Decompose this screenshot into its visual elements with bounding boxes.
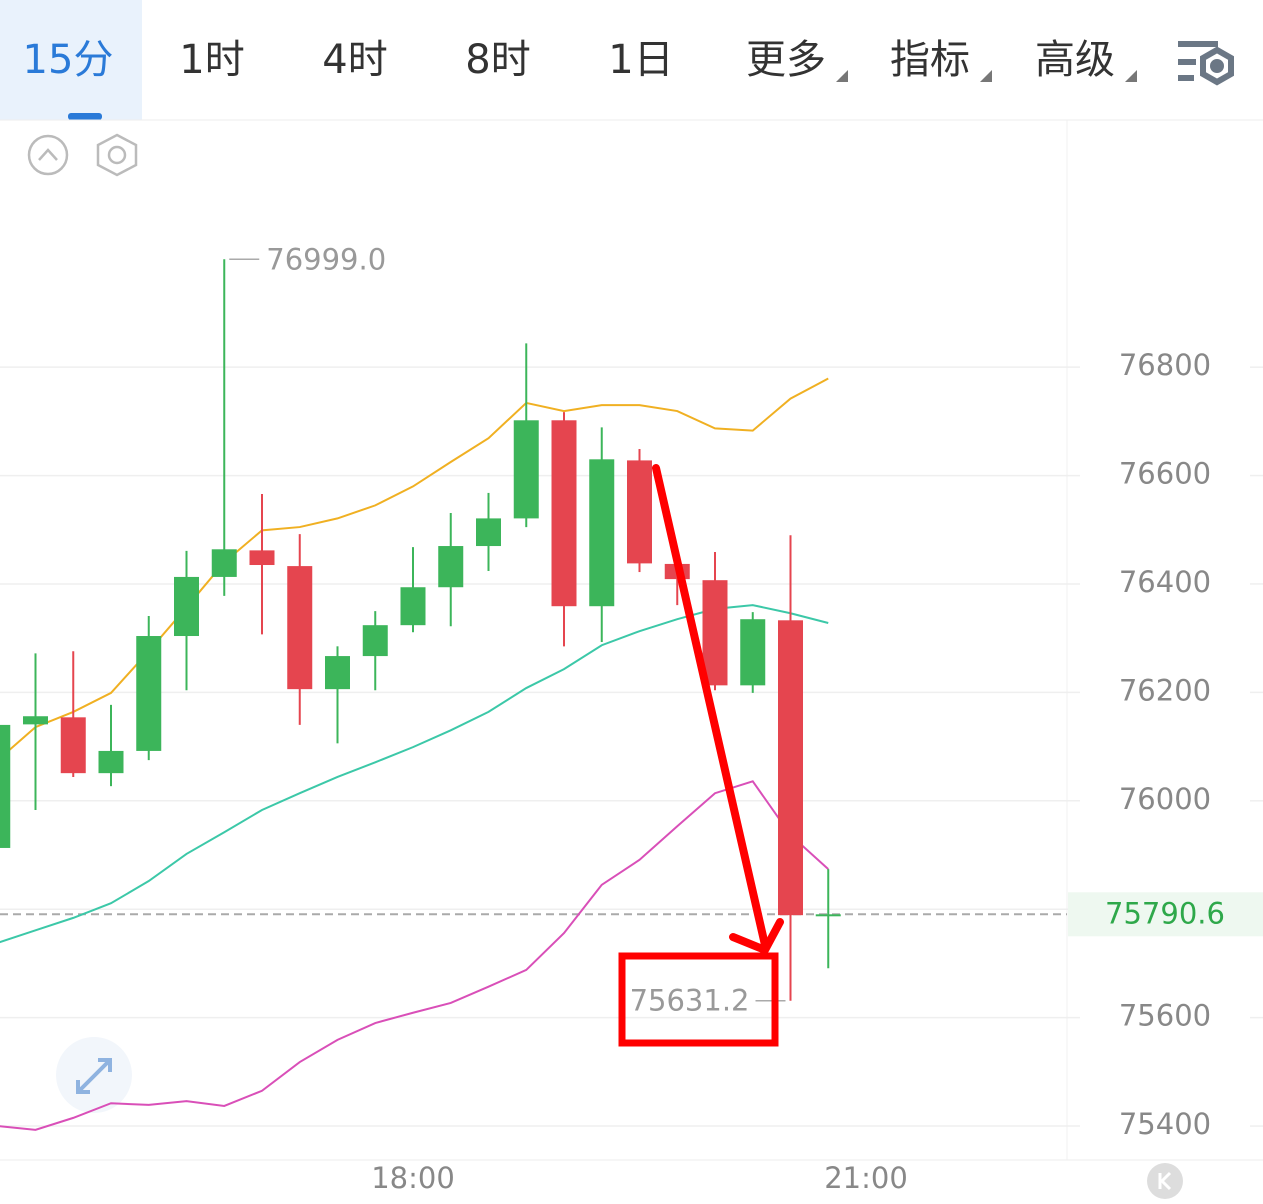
candle-body bbox=[60, 717, 86, 774]
candle-body bbox=[513, 420, 539, 519]
candle-body bbox=[627, 460, 652, 564]
settings-icon[interactable] bbox=[1178, 41, 1234, 86]
high-label: 76999.0 bbox=[266, 242, 386, 276]
tab[interactable]: 更多 bbox=[746, 37, 826, 83]
candle-body bbox=[136, 636, 162, 751]
low-label: 75631.2 bbox=[630, 984, 750, 1018]
last-price-bg bbox=[1068, 892, 1263, 937]
candle-body bbox=[98, 750, 124, 774]
candle-body bbox=[815, 914, 841, 917]
y-tick-label: 76400 bbox=[1119, 565, 1211, 599]
y-tick-label: 76600 bbox=[1119, 457, 1211, 491]
candle-body bbox=[778, 620, 803, 916]
collapse-icon[interactable] bbox=[27, 134, 69, 176]
candle-body bbox=[476, 518, 501, 547]
candle-body bbox=[211, 549, 237, 577]
y-tick-label: 76000 bbox=[1119, 782, 1211, 816]
x-tick-label: 18:00 bbox=[371, 1161, 455, 1195]
tab[interactable]: 4时 bbox=[322, 37, 387, 83]
expand-button[interactable] bbox=[56, 1037, 132, 1113]
candle-body bbox=[589, 459, 615, 607]
annotation-arrow bbox=[652, 464, 769, 949]
y-tick-label: 75400 bbox=[1119, 1107, 1211, 1141]
ma-line bbox=[0, 780, 829, 1131]
tab[interactable]: 1日 bbox=[608, 37, 673, 83]
candle-body bbox=[325, 656, 350, 690]
hex-settings-icon[interactable] bbox=[96, 133, 138, 177]
annotation-box bbox=[618, 952, 779, 1047]
tab[interactable]: 1时 bbox=[179, 37, 244, 83]
candle-body bbox=[740, 619, 766, 686]
y-tick-label: 76800 bbox=[1119, 348, 1211, 382]
y-tick-label: 76200 bbox=[1119, 673, 1211, 707]
candle-body bbox=[23, 716, 48, 725]
candle-body bbox=[287, 566, 313, 690]
dropdown-caret bbox=[1125, 70, 1137, 82]
candle-body bbox=[400, 587, 426, 626]
last-price-label: 75790.6 bbox=[1105, 896, 1225, 930]
candle-body bbox=[438, 546, 464, 588]
annotation-arrowhead bbox=[729, 918, 784, 954]
dropdown-caret bbox=[836, 70, 848, 82]
candle-body bbox=[551, 420, 577, 607]
ma-line bbox=[0, 377, 829, 760]
tab[interactable]: 高级 bbox=[1035, 37, 1115, 83]
active-tab-indicator bbox=[68, 113, 102, 120]
candle-body bbox=[249, 550, 275, 566]
scroll-latest-button[interactable] bbox=[1147, 1163, 1183, 1199]
candle-body bbox=[362, 625, 388, 657]
tab[interactable]: 15分 bbox=[23, 37, 114, 83]
candle-body bbox=[174, 576, 199, 637]
tab[interactable]: 8时 bbox=[465, 37, 530, 83]
active-tab-bg bbox=[0, 0, 142, 120]
candle-body bbox=[0, 724, 11, 848]
y-tick-label: 75600 bbox=[1119, 999, 1211, 1033]
candle-body bbox=[702, 580, 728, 686]
tab[interactable]: 指标 bbox=[890, 37, 970, 83]
x-tick-label: 21:00 bbox=[824, 1161, 908, 1195]
dropdown-caret bbox=[980, 70, 992, 82]
